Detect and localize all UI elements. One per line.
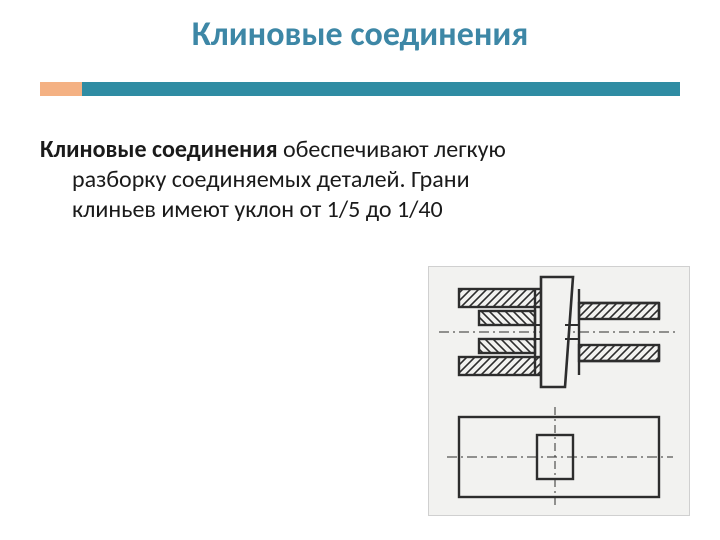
slide: Клиновые соединения Клиновые соединения …: [0, 0, 720, 540]
slide-title: Клиновые соединения: [0, 0, 720, 55]
paragraph-line1-rest: обеспечивают легкую: [278, 135, 506, 164]
accent-bar-left: [40, 82, 82, 96]
accent-bar: [40, 78, 680, 100]
wedge-joint-svg: [429, 267, 689, 515]
body-paragraph: Клиновые соединения обеспечивают легкую …: [40, 135, 680, 225]
accent-bar-right: [82, 82, 680, 96]
paragraph-line2: разборку соединяемых деталей. Грани: [40, 165, 680, 195]
paragraph-line3: клиньев имеют уклон от 1/5 до 1/40: [40, 195, 680, 225]
paragraph-lead: Клиновые соединения: [40, 135, 278, 164]
wedge-joint-figure: [428, 266, 690, 516]
